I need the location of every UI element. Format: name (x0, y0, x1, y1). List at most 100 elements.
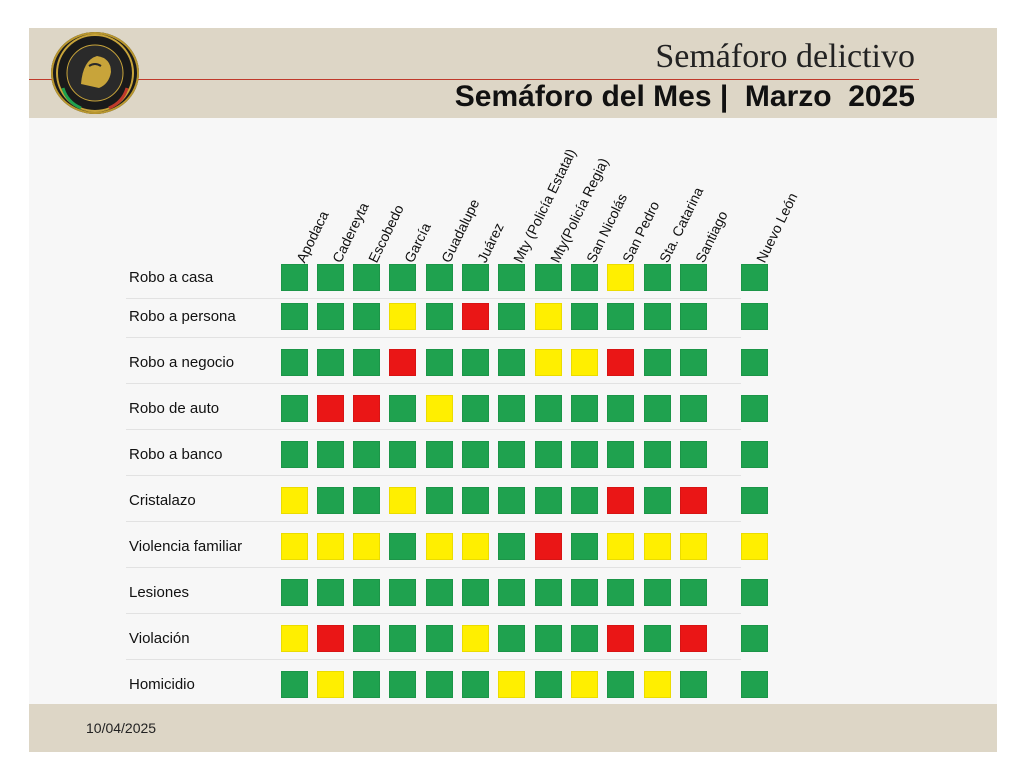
status-cell-green (389, 395, 416, 422)
header-subtitle: Semáforo delictivo (655, 38, 915, 75)
status-cell-green (535, 579, 562, 606)
status-cell-green (741, 441, 768, 468)
row-label: Robo a persona (129, 308, 236, 325)
status-cell-green (317, 264, 344, 291)
status-cell-green (535, 671, 562, 698)
row-separator (126, 298, 741, 299)
status-cell-green (389, 579, 416, 606)
status-cell-green (353, 349, 380, 376)
status-cell-yellow (426, 533, 453, 560)
status-cell-green (389, 533, 416, 560)
status-cell-yellow (389, 487, 416, 514)
status-cell-green (462, 487, 489, 514)
column-header: Santiago (692, 208, 731, 266)
status-cell-yellow (607, 264, 634, 291)
row-label: Robo a negocio (129, 354, 235, 371)
status-cell-green (426, 441, 453, 468)
status-cell-green (281, 671, 308, 698)
row-label: Violación (129, 630, 190, 647)
status-cell-yellow (281, 625, 308, 652)
header-divider (29, 79, 919, 80)
status-cell-green (462, 671, 489, 698)
row-separator (126, 613, 741, 614)
status-cell-green (317, 487, 344, 514)
status-cell-green (571, 487, 598, 514)
footer-date: 10/04/2025 (86, 720, 157, 736)
status-cell-green (498, 533, 525, 560)
status-cell-yellow (741, 533, 768, 560)
status-cell-green (426, 579, 453, 606)
column-header: García (401, 220, 434, 266)
page-title: Semáforo del Mes | Marzo 2025 (454, 80, 915, 113)
status-cell-yellow (571, 349, 598, 376)
status-cell-green (462, 349, 489, 376)
status-cell-green (462, 264, 489, 291)
status-cell-green (498, 625, 525, 652)
row-separator (126, 383, 741, 384)
row-separator (126, 475, 741, 476)
status-cell-green (644, 441, 671, 468)
row-label: Violencia familiar (129, 538, 243, 555)
status-cell-red (680, 487, 707, 514)
status-cell-green (389, 625, 416, 652)
column-header: Escobedo (365, 202, 407, 266)
fiscalia-seal-logo (51, 32, 139, 114)
status-cell-yellow (281, 487, 308, 514)
status-cell-green (571, 264, 598, 291)
status-cell-yellow (389, 303, 416, 330)
status-cell-green (317, 441, 344, 468)
status-cell-green (317, 349, 344, 376)
status-cell-yellow (498, 671, 525, 698)
status-cell-green (741, 395, 768, 422)
status-cell-green (317, 303, 344, 330)
status-cell-green (389, 671, 416, 698)
status-cell-green (353, 303, 380, 330)
row-label: Lesiones (129, 584, 190, 601)
status-cell-green (426, 671, 453, 698)
status-cell-green (462, 579, 489, 606)
column-header: San Pedro (619, 198, 663, 266)
row-label: Robo a banco (129, 446, 223, 463)
status-cell-green (644, 579, 671, 606)
row-separator (126, 659, 741, 660)
status-cell-green (353, 441, 380, 468)
status-cell-green (680, 441, 707, 468)
status-cell-red (607, 625, 634, 652)
status-cell-green (571, 441, 598, 468)
status-cell-green (741, 671, 768, 698)
status-cell-green (680, 349, 707, 376)
status-cell-green (462, 441, 489, 468)
status-cell-yellow (535, 349, 562, 376)
status-cell-yellow (426, 395, 453, 422)
status-cell-red (680, 625, 707, 652)
status-cell-green (607, 579, 634, 606)
status-cell-green (680, 579, 707, 606)
status-cell-green (741, 349, 768, 376)
status-cell-red (535, 533, 562, 560)
status-cell-green (535, 487, 562, 514)
status-cell-red (607, 349, 634, 376)
status-cell-green (741, 625, 768, 652)
status-cell-red (462, 303, 489, 330)
status-cell-green (353, 579, 380, 606)
footer-band: 10/04/2025 (29, 704, 997, 752)
status-cell-red (317, 625, 344, 652)
status-cell-yellow (644, 533, 671, 560)
status-cell-green (741, 303, 768, 330)
status-cell-green (644, 264, 671, 291)
status-cell-green (498, 349, 525, 376)
status-cell-green (426, 487, 453, 514)
status-cell-green (426, 349, 453, 376)
status-cell-yellow (607, 533, 634, 560)
status-cell-green (498, 441, 525, 468)
status-cell-green (571, 303, 598, 330)
row-label: Robo a casa (129, 269, 214, 286)
status-cell-green (281, 579, 308, 606)
slide: Semáforo delictivo Semáforo del Mes | Ma… (29, 28, 997, 752)
status-cell-green (644, 487, 671, 514)
status-cell-yellow (317, 671, 344, 698)
status-cell-red (389, 349, 416, 376)
status-cell-green (535, 625, 562, 652)
status-cell-yellow (680, 533, 707, 560)
status-cell-green (353, 487, 380, 514)
